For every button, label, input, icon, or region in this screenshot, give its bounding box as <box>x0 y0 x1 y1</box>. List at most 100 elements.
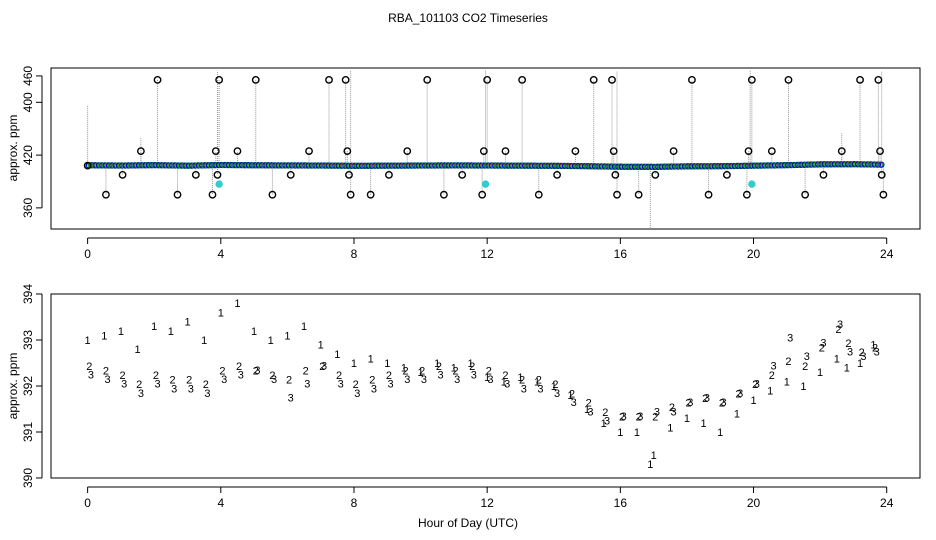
bottom-series-1-point: 1 <box>584 404 590 416</box>
top-x-tick-label: 4 <box>217 247 224 261</box>
bottom-series-3-point: 3 <box>604 416 610 428</box>
bottom-series-1-point: 1 <box>268 335 274 347</box>
bottom-series-1-point: 1 <box>651 450 657 462</box>
bottom-series-3-point: 3 <box>188 383 194 395</box>
bottom-series-1-point: 1 <box>135 344 141 356</box>
bottom-series-3-point: 3 <box>504 379 510 391</box>
bottom-x-tick-label: 20 <box>747 496 761 510</box>
bottom-series-2-point: 2 <box>253 365 259 377</box>
bottom-series-2-point: 2 <box>872 342 878 354</box>
bottom-series-3-point: 3 <box>637 411 643 423</box>
bottom-series-3-point: 3 <box>338 379 344 391</box>
top-y-tick-label: 460 <box>21 66 35 86</box>
outlier-ring-point <box>634 190 643 199</box>
bottom-series-2-point: 2 <box>586 398 592 410</box>
outlier-ring-point <box>553 170 561 179</box>
bottom-series-1-point: 1 <box>667 422 673 434</box>
outlier-ring-point <box>343 147 352 156</box>
outlier-ring-point <box>609 147 618 156</box>
bottom-series-1-point: 1 <box>434 358 440 370</box>
bottom-series-3-point: 3 <box>288 393 294 405</box>
bottom-series-2-point: 2 <box>702 393 708 405</box>
bottom-series-2-point: 2 <box>103 365 109 377</box>
outlier-ring-point <box>251 75 260 84</box>
top-x-tick-label: 16 <box>614 247 628 261</box>
bottom-series-3-point: 3 <box>388 379 394 391</box>
bottom-series-2-point: 2 <box>536 375 542 387</box>
bottom-series-3-point: 3 <box>704 393 710 405</box>
bottom-series-2-point: 2 <box>735 388 741 400</box>
bottom-plot-frame <box>50 293 921 479</box>
bottom-series-3-point: 3 <box>437 370 443 382</box>
bottom-series-3-point: 3 <box>737 388 743 400</box>
bottom-series-2-point: 2 <box>120 370 126 382</box>
bottom-series-2-point: 2 <box>636 411 642 423</box>
outlier-ring-point <box>153 75 162 84</box>
top-y-tick-label: 400 <box>21 92 35 112</box>
top-series-3-point <box>874 161 882 168</box>
bottom-series-2-point: 2 <box>552 379 558 391</box>
bottom-y-tick-label: 391 <box>21 422 35 442</box>
bottom-series-3-point: 3 <box>88 370 94 382</box>
bottom-series-1-point: 1 <box>451 363 457 375</box>
outlier-ring-point <box>479 147 488 156</box>
bottom-series-3-point: 3 <box>537 383 543 395</box>
outlier-ring-point <box>501 147 510 156</box>
top-x-tick-label: 12 <box>480 247 494 261</box>
outlier-ring-point <box>102 190 110 199</box>
outlier-ring-point <box>233 147 242 156</box>
bottom-series-3-point: 3 <box>687 397 693 409</box>
bottom-x-tick-label: 24 <box>880 496 894 510</box>
outlier-ring-point <box>423 75 432 84</box>
outlier-ring-point <box>877 170 886 179</box>
bottom-series-1-point: 1 <box>334 349 340 361</box>
outlier-ring-point <box>837 147 846 156</box>
bottom-series-2-point: 2 <box>569 388 575 400</box>
bottom-series-1-point: 1 <box>151 321 157 333</box>
bottom-series-2-point: 2 <box>136 379 142 391</box>
bottom-series-2-point: 2 <box>686 398 692 410</box>
bottom-series-1-point: 1 <box>201 335 207 347</box>
outlier-ring-point <box>874 75 883 84</box>
bottom-series-3-point: 3 <box>521 383 527 395</box>
bottom-series-3-point: 3 <box>454 374 460 386</box>
bottom-series-1-point: 1 <box>85 335 91 347</box>
bottom-series-2-point: 2 <box>619 411 625 423</box>
bottom-series-2-point: 2 <box>502 370 508 382</box>
bottom-series-3-point: 3 <box>254 365 260 377</box>
bottom-series-1-point: 1 <box>767 386 773 398</box>
top-x-tick-label: 20 <box>747 247 761 261</box>
bottom-series-3-point: 3 <box>171 383 177 395</box>
bottom-series-1-point: 1 <box>184 317 190 329</box>
top-y-tick-label: 420 <box>21 145 35 165</box>
bottom-series-1-point: 1 <box>647 459 653 471</box>
bottom-series-3-point: 3 <box>321 360 327 372</box>
top-y-axis-label: approx. ppm <box>6 115 20 182</box>
bottom-series-1-point: 1 <box>318 340 324 352</box>
bottom-x-tick-label: 0 <box>84 496 91 510</box>
bottom-series-3-point: 3 <box>554 388 560 400</box>
bottom-series-3-point: 3 <box>238 370 244 382</box>
bottom-series-1-point: 1 <box>800 381 806 393</box>
bottom-series-1-point: 1 <box>817 367 823 379</box>
outlier-ring-point <box>571 147 580 156</box>
outlier-ring-point <box>208 190 217 199</box>
bottom-series-1-point: 1 <box>384 358 390 370</box>
bottom-series-2-point: 2 <box>286 375 292 387</box>
bottom-series-1-point: 1 <box>834 353 840 365</box>
bottom-x-tick-label: 12 <box>480 496 494 510</box>
bottom-series-3-point: 3 <box>837 319 843 331</box>
bottom-series-1-point: 1 <box>351 358 357 370</box>
outlier-ring-point <box>651 170 660 179</box>
bottom-series-1-point: 1 <box>284 330 290 342</box>
bottom-y-tick-label: 393 <box>21 330 35 350</box>
bottom-series-3-point: 3 <box>770 360 776 372</box>
bottom-series-3-point: 3 <box>404 374 410 386</box>
outlier-ring-point <box>879 190 888 199</box>
bottom-series-3-point: 3 <box>754 379 760 391</box>
outlier-ring-point <box>801 190 810 199</box>
outlier-ring-point <box>83 161 92 170</box>
outlier-ring-point <box>136 147 145 156</box>
